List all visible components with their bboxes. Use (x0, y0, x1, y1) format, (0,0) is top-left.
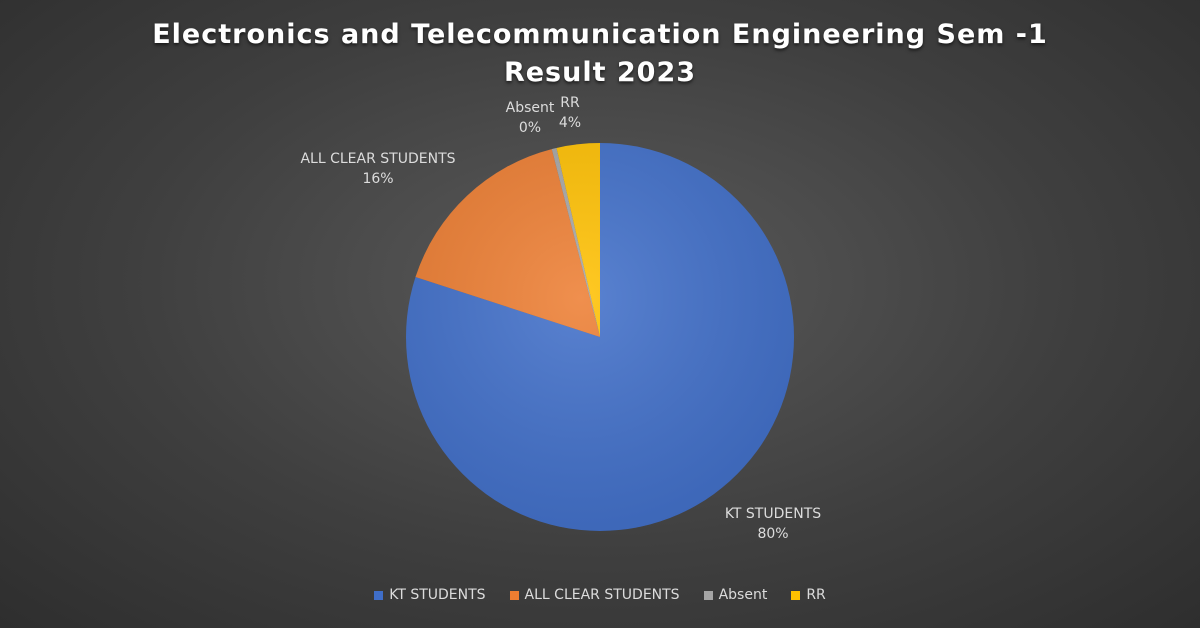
legend-label: ALL CLEAR STUDENTS (524, 587, 680, 603)
legend-label: Absent (718, 587, 768, 603)
data-label-percent: 80% (757, 526, 788, 542)
data-label-percent: 16% (362, 171, 393, 187)
legend-swatch (703, 590, 713, 600)
chart-title: Electronics and Telecommunication Engine… (152, 19, 1048, 88)
legend-label: RR (806, 587, 826, 603)
legend-item: Absent (703, 587, 768, 603)
legend-item: KT STUDENTS (374, 587, 486, 603)
legend: KT STUDENTS ALL CLEAR STUDENTS Absent RR (0, 587, 1200, 603)
data-label-percent: 4% (559, 115, 581, 131)
data-label-name: Absent (506, 100, 555, 116)
data-label-name: KT STUDENTS (725, 506, 821, 522)
legend-label: KT STUDENTS (389, 587, 486, 603)
legend-swatch (791, 590, 801, 600)
data-label-name: RR (560, 95, 580, 111)
legend-item: RR (791, 587, 826, 603)
legend-swatch (509, 590, 519, 600)
data-label-name: ALL CLEAR STUDENTS (300, 151, 455, 167)
legend-item: ALL CLEAR STUDENTS (509, 587, 680, 603)
data-label-percent: 0% (519, 120, 541, 136)
legend-swatch (374, 590, 384, 600)
